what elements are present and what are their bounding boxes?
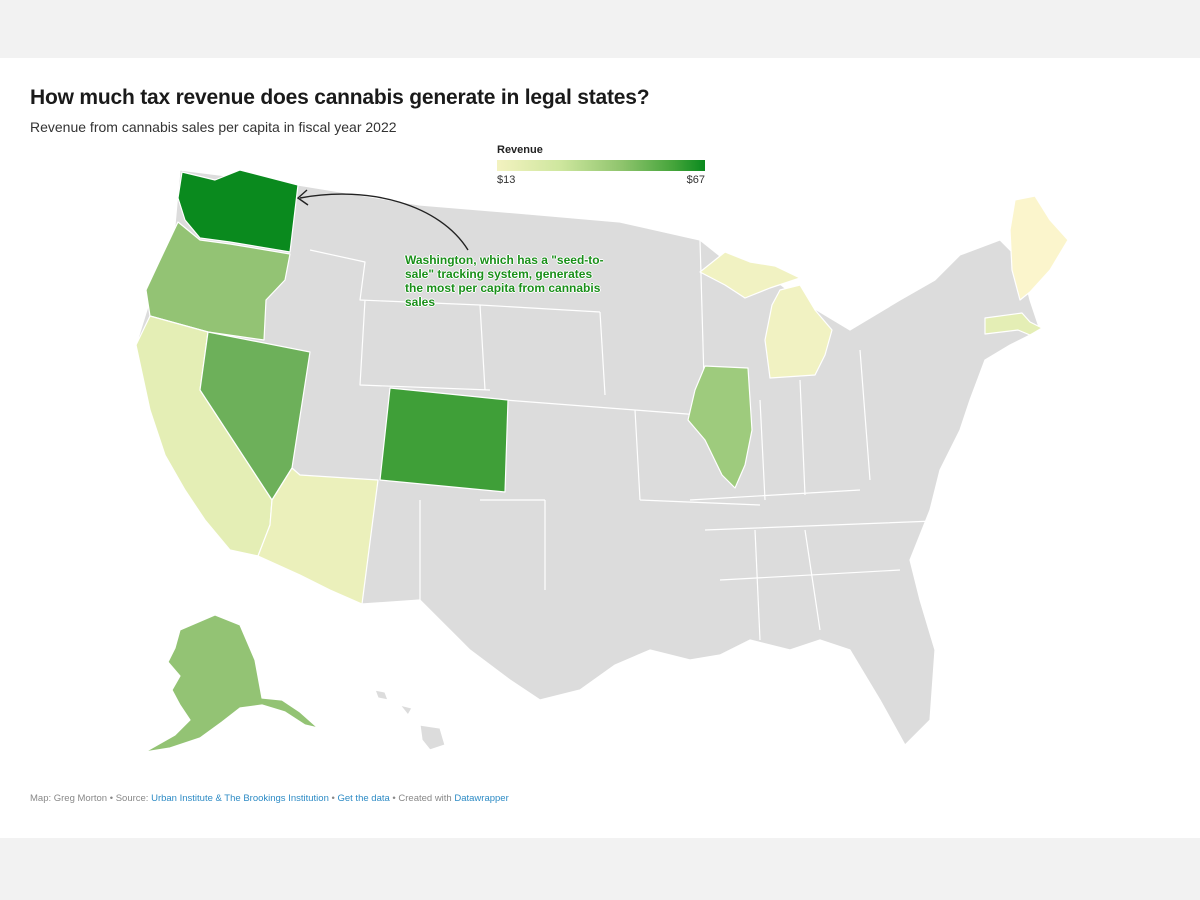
state-massachusetts [984,312,1043,336]
washington-annotation: Washington, which has a "seed-to-sale" t… [405,253,604,309]
footer-separator-tool: • Created with [389,793,455,804]
footer-credit: Map: Greg Morton [30,793,108,804]
state-colorado [379,387,509,493]
footer-get-data-link[interactable]: Get the data [337,793,390,804]
legend-max-label: $67 [686,174,705,186]
chart-title: How much tax revenue does cannabis gener… [30,86,650,109]
footer-source-link[interactable]: Urban Institute & The Brookings Institut… [151,793,329,804]
legend-min-label: $13 [497,174,516,186]
state-michigan-lower [764,284,833,379]
footer-separator-source: • Source: [107,793,152,804]
us-map [135,169,1069,753]
annotation-arrow [299,193,469,251]
footer: Map: Greg Morton • Source: Urban Institu… [30,793,509,804]
state-alaska [144,614,319,753]
state-hawaii [374,689,446,751]
state-illinois [687,365,753,489]
legend: Revenue $13 $67 [497,144,707,186]
state-michigan-upper [699,251,801,299]
state-oregon [145,221,291,341]
footer-datawrapper-link[interactable]: Datawrapper [454,793,509,804]
annotation-arrowhead [296,189,309,206]
state-washington [177,169,299,253]
footer-separator: • [328,793,338,804]
chart-card: How much tax revenue does cannabis gener… [0,58,1200,838]
state-borders [309,239,961,641]
legend-gradient-bar [497,160,705,171]
legend-title: Revenue [497,144,543,156]
state-arizona [257,467,379,605]
chart-subtitle: Revenue from cannabis sales per capita i… [30,119,397,135]
state-maine [1009,195,1069,301]
